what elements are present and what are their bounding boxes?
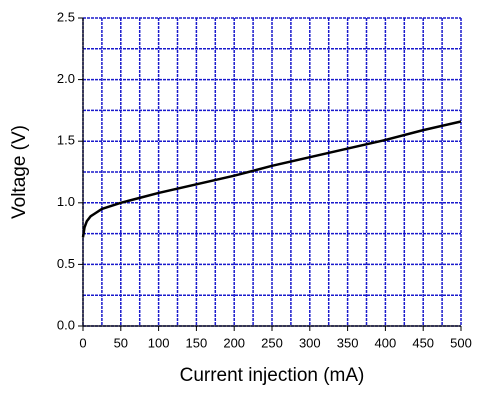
x-tick-label: 500 <box>450 335 472 350</box>
x-tick-label: 250 <box>261 335 283 350</box>
x-tick-label: 300 <box>299 335 321 350</box>
x-tick-label: 100 <box>148 335 170 350</box>
x-tick-label: 350 <box>337 335 359 350</box>
y-tick-label: 0.0 <box>57 317 75 332</box>
y-tick-label: 1.0 <box>57 194 75 209</box>
x-axis-title: Current injection (mA) <box>180 365 365 386</box>
x-tick-label: 400 <box>375 335 397 350</box>
line <box>81 120 462 238</box>
y-axis-title: Voltage (V) <box>9 125 30 219</box>
y-tick-label: 1.5 <box>57 133 75 148</box>
x-tick-label: 450 <box>412 335 434 350</box>
x-tick-label: 0 <box>79 335 86 350</box>
y-tick-label: 0.5 <box>57 256 75 271</box>
y-tick-label: 2.0 <box>57 71 75 86</box>
x-tick-label: 50 <box>114 335 128 350</box>
x-tick-label: 200 <box>223 335 245 350</box>
y-tick-label: 2.5 <box>57 9 75 24</box>
x-tick-label: 150 <box>186 335 208 350</box>
